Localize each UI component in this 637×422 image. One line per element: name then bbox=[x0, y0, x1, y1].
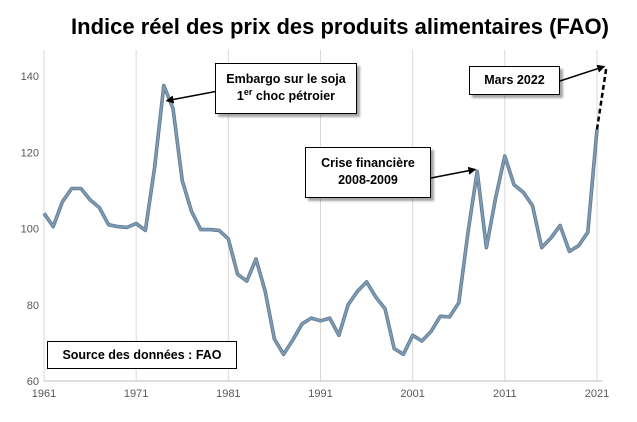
source-note: Source des données : FAO bbox=[47, 341, 237, 369]
x-tick-label: 2011 bbox=[493, 388, 517, 400]
y-tick-label: 140 bbox=[21, 71, 39, 83]
y-tick-label: 80 bbox=[27, 300, 39, 312]
y-tick-label: 100 bbox=[21, 224, 39, 236]
x-tick-label: 1991 bbox=[308, 388, 332, 400]
series-line-projection bbox=[595, 68, 608, 130]
annotation-embargo: Embargo sur le soja 1er choc pétroier bbox=[215, 63, 357, 114]
x-tick-label: 1961 bbox=[32, 388, 56, 400]
chart-title: Indice réel des prix des produits alimen… bbox=[71, 14, 609, 39]
annotation-embargo-line2: 1er choc pétroier bbox=[216, 86, 356, 105]
annotation-mars-2022-text: Mars 2022 bbox=[484, 73, 545, 87]
series-layer bbox=[42, 68, 608, 357]
x-tick-label: 1981 bbox=[216, 388, 240, 400]
annotation-arrow bbox=[559, 64, 606, 82]
x-tick-label: 2021 bbox=[585, 388, 609, 400]
x-tick-label: 2001 bbox=[400, 388, 424, 400]
annotation-crise-line1: Crise financière bbox=[321, 156, 415, 170]
annotation-crise-line2: 2008-2009 bbox=[338, 173, 398, 187]
source-note-text: Source des données : FAO bbox=[62, 348, 222, 362]
y-tick-label: 60 bbox=[27, 376, 39, 388]
annotation-mars-2022: Mars 2022 bbox=[469, 66, 560, 95]
series-line bbox=[43, 84, 598, 356]
axes: 1961 1971 1981 1991 2001 2011 2021 60 80 100 120 14… bbox=[21, 71, 610, 400]
annotation-arrow bbox=[430, 166, 477, 179]
annotation-crise: Crise financière 2008-2009 bbox=[305, 147, 431, 198]
annotation-embargo-rest: choc pétroier bbox=[252, 89, 336, 103]
annotation-embargo-line1: Embargo sur le soja bbox=[226, 72, 346, 86]
y-tick-label: 120 bbox=[21, 147, 39, 159]
annotation-embargo-superscript: er bbox=[243, 86, 253, 97]
x-tick-label: 1971 bbox=[124, 388, 148, 400]
annotation-embargo-number: 1 bbox=[236, 89, 244, 103]
